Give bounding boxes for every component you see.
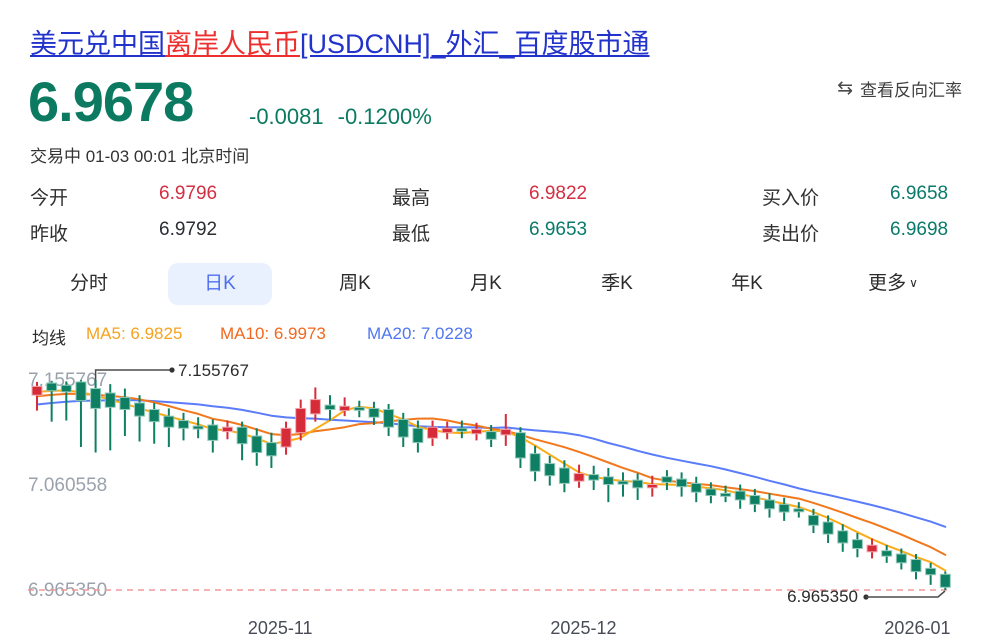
candlestick-chart[interactable]: 7.1557677.0605586.9653507.1557676.965350… [0, 350, 986, 639]
price-change-row: -0.0081 -0.1200% [249, 104, 432, 130]
title-highlight: 离岸人民币 [165, 29, 300, 59]
svg-text:7.060558: 7.060558 [28, 475, 107, 496]
stat-low-value: 6.9653 [529, 219, 588, 240]
tab-minute[interactable]: 分时 [69, 273, 108, 294]
stat-high-value: 6.9822 [529, 183, 588, 204]
current-price: 6.9678 [28, 70, 194, 133]
svg-text:2026-01: 2026-01 [884, 618, 950, 638]
change-value: -0.0081 [249, 104, 324, 129]
tab-monthly-k[interactable]: 月K [470, 273, 502, 294]
stat-open-label: 今开 [30, 188, 69, 209]
ma10-legend: MA10: 6.9973 [220, 324, 326, 343]
ma5-legend: MA5: 6.9825 [86, 324, 183, 343]
page-title-link[interactable]: 美元兑中国离岸人民币[USDCNH]_外汇_百度股市通 [30, 22, 650, 61]
reverse-rate-link[interactable]: ⇆ 查看反向汇率 [837, 76, 962, 101]
title-prefix: 美元兑中国 [30, 29, 165, 59]
tab-more[interactable]: 更多 ∨ [868, 273, 918, 294]
ma-legend-title: 均线 [32, 329, 66, 348]
reverse-rate-label: 查看反向汇率 [860, 81, 962, 100]
stat-sell-label: 卖出价 [762, 224, 820, 245]
stat-prev-close-value: 6.9792 [159, 219, 218, 240]
title-suffix: [USDCNH]_外汇_百度股市通 [300, 29, 650, 59]
tab-weekly-k[interactable]: 周K [339, 273, 371, 294]
stat-buy-label: 买入价 [762, 188, 820, 209]
svg-text:2025-11: 2025-11 [248, 618, 313, 638]
ma20-legend: MA20: 7.0228 [367, 324, 473, 343]
trading-status: 交易中 01-03 00:01 北京时间 [30, 147, 250, 166]
tab-quarter-k[interactable]: 季K [601, 273, 633, 294]
change-percent: -0.1200% [337, 104, 432, 129]
stat-high-label: 最高 [392, 188, 431, 209]
chevron-down-icon: ∨ [909, 276, 918, 290]
stat-buy-value: 6.9658 [890, 183, 949, 204]
stat-low-label: 最低 [392, 224, 431, 245]
stat-open-value: 6.9796 [159, 183, 218, 204]
svg-text:6.965350: 6.965350 [787, 587, 858, 606]
svg-text:6.965350: 6.965350 [28, 580, 107, 601]
stat-sell-value: 6.9698 [890, 219, 949, 240]
svg-text:2025-12: 2025-12 [550, 618, 616, 638]
swap-arrows-icon: ⇆ [837, 78, 853, 99]
tab-yearly-k[interactable]: 年K [731, 273, 763, 294]
svg-text:7.155767: 7.155767 [178, 361, 249, 380]
tab-daily-k[interactable]: 日K [168, 263, 272, 305]
stat-prev-close-label: 昨收 [30, 224, 69, 245]
